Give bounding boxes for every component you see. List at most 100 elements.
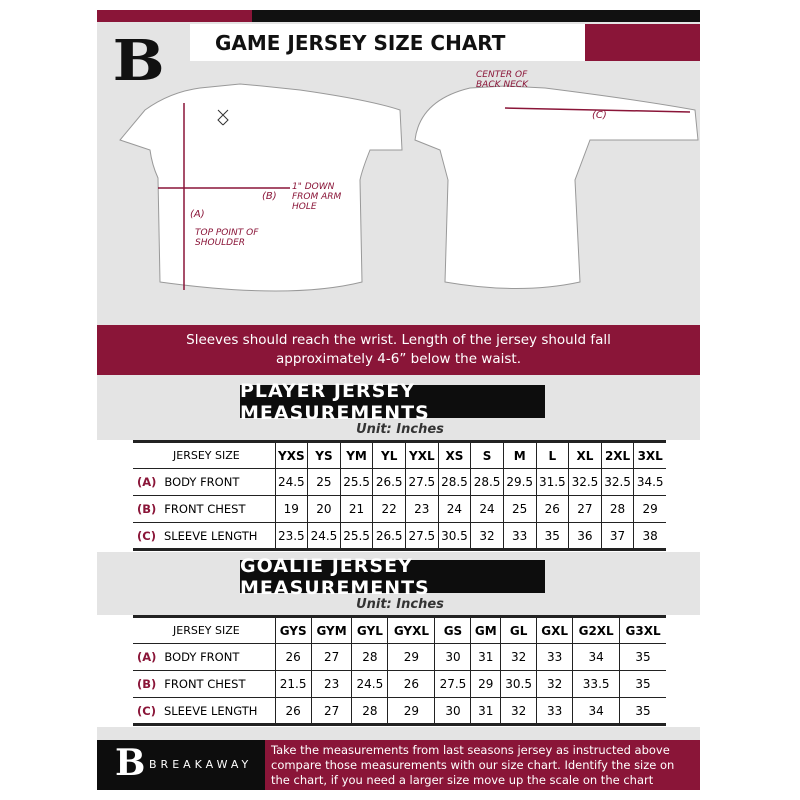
size-header: M [502,440,536,469]
row-name: FRONT CHEST [164,502,246,516]
row-name: SLEEVE LENGTH [163,528,258,543]
player-unit: Unit: Inches [356,422,444,437]
table-cell: 23 [310,670,352,698]
size-header: GYM [310,615,352,644]
table-cell: 28 [351,643,388,671]
fit-note: Sleeves should reach the wrist. Length o… [97,325,700,375]
row-name: BODY FRONT [164,475,240,489]
table-row: (C) SLEEVE LENGTH 26 27 28 29 30 31 32 33 34 35 [133,697,666,726]
table-cell: 25.5 [339,522,373,551]
top-accent-bar [97,10,252,22]
row-name: FRONT CHEST [164,677,246,691]
footer-logo: B [115,742,146,784]
table-cell: 32.5 [600,468,634,496]
size-header: XS [437,440,471,469]
size-header: GYL [351,615,388,644]
row-key: (A) [137,475,157,489]
table-cell: 30 [434,697,471,726]
size-header: GS [434,615,471,644]
table-cell: 30 [434,643,471,671]
table-cell: 21.5 [274,670,312,698]
table-cell: 22 [372,495,406,523]
table-cell: 34 [572,643,620,671]
table-cell: 29 [387,697,435,726]
table-cell: 23 [405,495,439,523]
title-accent-block [585,24,700,61]
label-arm-hole: 1" DOWN FROM ARM HOLE [292,182,342,212]
row-label: (C) SLEEVE LENGTH [133,522,275,551]
table-cell: 24.5 [274,468,308,496]
row-label: (A) BODY FRONT [133,468,275,496]
size-header: G3XL [619,615,666,644]
goalie-size-table: JERSEY SIZE GYS GYM GYL GYXL GS GM GL GXL G2XL G3X… [133,615,666,726]
table-cell: 28 [351,697,388,726]
table-cell: 28 [600,495,634,523]
table-cell: 26 [274,697,312,726]
page-title: GAME JERSEY SIZE CHART [190,24,585,61]
size-header: GXL [536,615,573,644]
table-cell: 20 [307,495,341,523]
table-cell: 33 [536,697,573,726]
table-cell: 33 [536,643,573,671]
table-cell: 32 [500,697,537,726]
row-key: (C) [137,703,156,718]
footer-brand: B BREAKAWAY [97,740,265,790]
table-cell: 25 [307,468,341,496]
table-cell: 31 [470,697,501,726]
table-cell: 32.5 [568,468,602,496]
table-cell: 26.5 [372,522,406,551]
label-a: (A) [190,209,205,220]
table-cell: 32 [470,522,504,551]
row-key: (B) [137,677,157,691]
size-header-row: JERSEY SIZE YXS YS YM YL YXL XS S M L XL 2XL 3XL [133,440,666,469]
jersey-size-header: JERSEY SIZE [133,615,275,644]
row-label: (C) SLEEVE LENGTH [133,697,275,726]
table-cell: 35 [535,522,569,551]
table-cell: 35 [619,697,666,726]
table-cell: 24.5 [351,670,388,698]
size-header: 2XL [600,440,634,469]
footer-instructions: Take the measurements from last seasons … [265,740,700,790]
table-cell: 31 [470,643,501,671]
size-header: YM [339,440,373,469]
table-cell: 32 [536,670,573,698]
table-cell: 26 [535,495,569,523]
size-header: L [535,440,569,469]
table-cell: 33.5 [572,670,620,698]
row-key: (B) [137,502,157,516]
size-header: GL [500,615,537,644]
table-cell: 28.5 [437,468,471,496]
table-cell: 31.5 [535,468,569,496]
table-cell: 27.5 [434,670,471,698]
size-header: GM [470,615,501,644]
table-cell: 37 [600,522,634,551]
table-cell: 27 [568,495,602,523]
table-row: (A) BODY FRONT 24.5 25 25.5 26.5 27.5 28.5 28.5 2… [133,468,666,496]
player-size-table: JERSEY SIZE YXS YS YM YL YXL XS S M L XL 2XL 3XL (A) B… [133,440,666,551]
table-cell: 21 [339,495,373,523]
label-c: (C) [592,110,607,121]
size-header: XL [568,440,602,469]
table-cell: 38 [633,522,666,551]
table-cell: 24 [437,495,471,523]
size-header: 3XL [633,440,666,469]
goalie-unit: Unit: Inches [356,597,444,612]
size-header: YXS [274,440,308,469]
table-cell: 32 [500,643,537,671]
table-cell: 25 [502,495,536,523]
table-cell: 30.5 [500,670,537,698]
label-center-back-neck: CENTER OF BACK NECK [476,70,528,90]
size-header: GYXL [387,615,435,644]
table-cell: 29 [387,643,435,671]
table-cell: 26.5 [372,468,406,496]
row-label: (B) FRONT CHEST [133,670,275,698]
jersey-size-header: JERSEY SIZE [133,440,275,469]
size-header-row: JERSEY SIZE GYS GYM GYL GYXL GS GM GL GXL G2XL G3X… [133,615,666,644]
table-cell: 26 [387,670,435,698]
goalie-heading: GOALIE JERSEY MEASUREMENTS [240,555,545,599]
row-name: BODY FRONT [164,650,240,664]
table-cell: 36 [568,522,602,551]
table-cell: 34 [572,697,620,726]
table-cell: 24 [470,495,504,523]
table-cell: 28.5 [470,468,504,496]
